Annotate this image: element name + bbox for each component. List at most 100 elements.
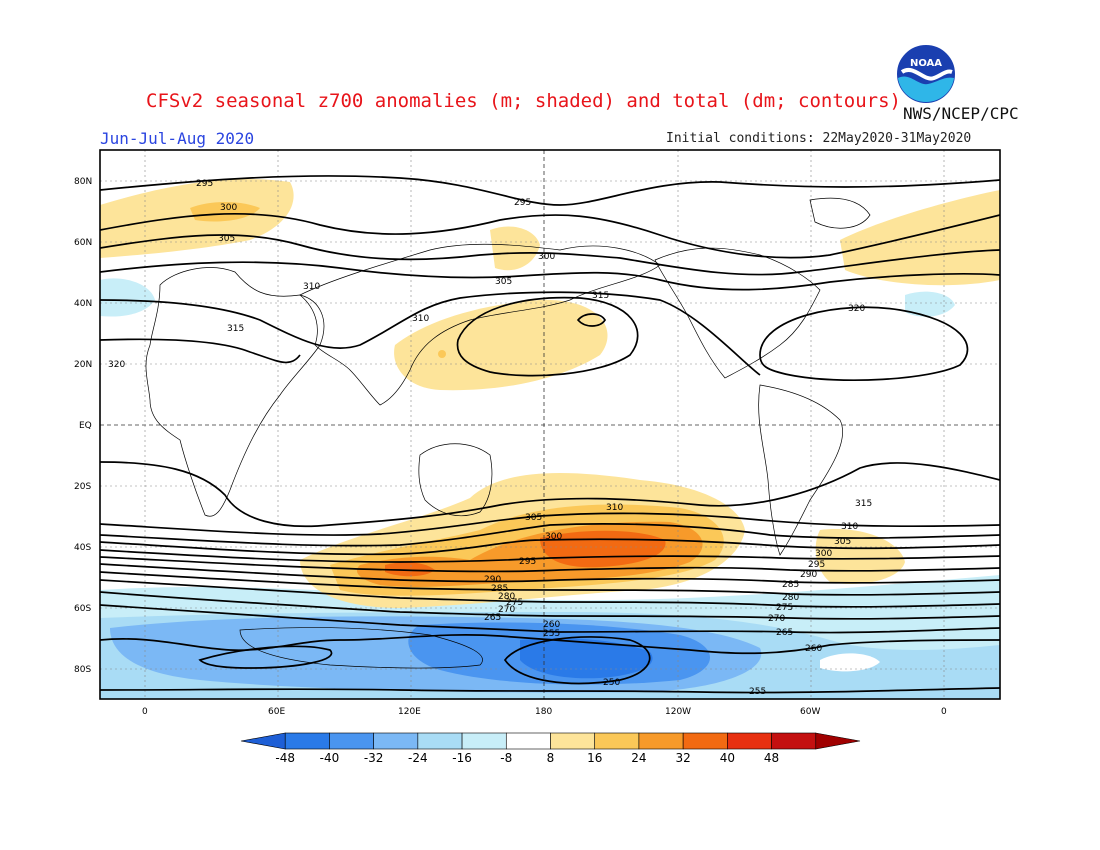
pos-anom-east-asia	[490, 226, 540, 271]
height-contours	[100, 175, 1000, 694]
colorbar-segment-5	[461, 732, 507, 750]
logo-lettering: NOAA	[910, 58, 942, 69]
clab-36: 260	[805, 644, 822, 654]
clab-12: 310	[606, 503, 623, 513]
lat-tick-20S: 20S	[74, 482, 91, 492]
clab-7: 300	[538, 252, 555, 262]
org-label: NWS/NCEP/CPC	[903, 104, 1019, 123]
clab-11: 320	[848, 304, 865, 314]
neutral-patch	[820, 653, 880, 672]
asia-outline	[299, 243, 661, 406]
lat-axis: 80N 60N 40N 20N EQ 20S 40S 60S 80S	[74, 177, 92, 675]
lat-tick-20N: 20N	[74, 360, 92, 370]
clab-26: 310	[841, 522, 858, 532]
colorbar-label-10: 40	[720, 751, 735, 765]
neg-anom-core	[520, 638, 653, 679]
colorbar-segment-4	[417, 732, 463, 750]
clab-4: 315	[227, 324, 244, 334]
clab-21: 265	[484, 613, 501, 623]
season-label: Jun-Jul-Aug 2020	[100, 129, 255, 148]
pos-anom-core-west	[385, 562, 435, 577]
clab-18: 280	[498, 592, 515, 602]
australia-outline	[418, 443, 493, 517]
colorbar-label-5: -8	[500, 751, 512, 765]
clab-19: 275	[506, 598, 523, 608]
pos-anom-north-pacific	[394, 299, 608, 391]
colorbar-segment-0	[240, 732, 286, 750]
colorbar: -48 -40 -32 -24 -16 -8 8 16 24 32 40 48	[240, 732, 861, 765]
colorbar-label-0: -48	[275, 751, 295, 765]
colorbar-label-7: 16	[587, 751, 602, 765]
colorbar-label-8: 24	[631, 751, 646, 765]
lon-tick-120E: 120E	[398, 707, 421, 717]
africa-europe-outline	[145, 267, 325, 517]
plot-frame	[99, 149, 1001, 700]
north-america-outline	[654, 247, 821, 379]
greenland-outline	[809, 197, 871, 229]
lon-tick-0: 0	[142, 707, 148, 717]
clab-33: 275	[776, 603, 793, 613]
colorbar-segment-3	[373, 732, 419, 750]
colorbar-segment-7	[550, 732, 596, 750]
clab-22: 260	[543, 620, 560, 630]
lon-axis: 0 60E 120E 180 120W 60W 0	[142, 707, 947, 717]
clab-1: 300	[220, 203, 237, 213]
colorbar-segment-10	[682, 732, 728, 750]
colorbar-label-3: -24	[408, 751, 428, 765]
south-america-outline	[758, 384, 843, 556]
colorbar-label-1: -40	[320, 751, 340, 765]
colorbar-segment-8	[594, 732, 640, 750]
lon-tick-60E: 60E	[268, 707, 285, 717]
clab-37: 255	[749, 687, 766, 697]
clab-0: 295	[196, 179, 213, 189]
colorbar-segment-11	[727, 732, 772, 750]
clab-14: 300	[545, 532, 562, 542]
lat-tick-80S: 80S	[74, 665, 91, 675]
colorbar-segment-12	[771, 732, 817, 750]
lon-tick-0-east: 0	[941, 707, 947, 717]
clab-28: 300	[815, 549, 832, 559]
chart-title: CFSv2 seasonal z700 anomalies (m; shaded…	[146, 90, 901, 112]
colorbar-segment-6	[505, 732, 551, 750]
coastlines	[145, 197, 871, 669]
clab-25: 315	[855, 499, 872, 509]
clab-35: 265	[776, 628, 793, 638]
clab-9: 310	[412, 314, 429, 324]
colorbar-segment-1	[284, 732, 330, 750]
equator-dateline	[100, 150, 1000, 699]
clab-32: 280	[782, 593, 799, 603]
lat-tick-60S: 60S	[74, 604, 91, 614]
clab-8: 305	[495, 277, 512, 287]
clab-17: 285	[491, 584, 508, 594]
lat-tick-80N: 80N	[74, 177, 92, 187]
contour-value-labels: 295 300 305 310 315 320 295 300 305 310 …	[108, 179, 872, 697]
clab-5: 320	[108, 360, 125, 370]
clab-34: 270	[768, 614, 785, 624]
clab-2: 305	[218, 234, 235, 244]
clab-13: 305	[525, 513, 542, 523]
lon-tick-180: 180	[535, 707, 552, 717]
lat-tick-40S: 40S	[74, 543, 91, 553]
lon-tick-60W: 60W	[800, 707, 820, 717]
clab-29: 295	[808, 560, 825, 570]
clab-10: 315	[592, 291, 609, 301]
colorbar-label-4: -16	[452, 751, 472, 765]
clab-3: 310	[303, 282, 320, 292]
clab-6: 295	[514, 198, 531, 208]
lat-tick-60N: 60N	[74, 238, 92, 248]
clab-23: 255	[543, 629, 560, 639]
clab-27: 305	[834, 537, 851, 547]
colorbar-segment-13	[815, 732, 861, 750]
clab-20: 270	[498, 605, 515, 615]
colorbar-label-6: 8	[547, 751, 555, 765]
colorbar-label-2: -32	[364, 751, 384, 765]
colorbar-label-11: 48	[764, 751, 779, 765]
noaa-logo: NOAA	[895, 43, 957, 105]
lon-tick-120W: 120W	[665, 707, 691, 717]
lat-tick-40N: 40N	[74, 299, 92, 309]
clab-30: 290	[800, 570, 817, 580]
colorbar-segment-9	[638, 732, 684, 750]
antarctica-outline	[239, 627, 483, 669]
initial-conditions: Initial conditions: 22May2020-31May2020	[666, 131, 972, 146]
